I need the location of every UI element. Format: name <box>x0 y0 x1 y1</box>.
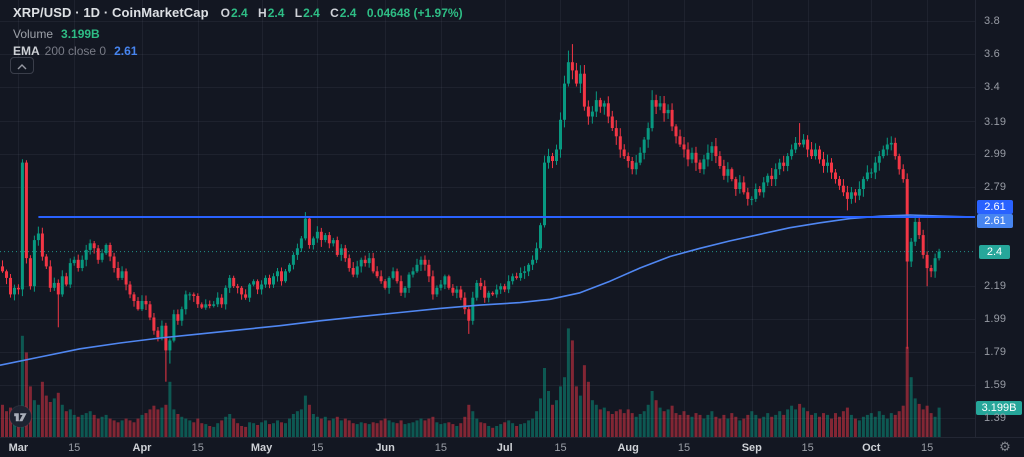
close-value: 2.4 <box>339 6 357 20</box>
tradingview-logo[interactable] <box>9 405 32 428</box>
grid-layer <box>0 0 975 437</box>
volume-layer <box>1 328 941 437</box>
time-tick-month: Mar <box>8 442 29 454</box>
axis-settings-button[interactable]: ⚙ <box>994 439 1016 457</box>
price-tick-label: 2.79 <box>984 181 1007 194</box>
ema-value: 2.61 <box>114 44 138 58</box>
price-tick-label: 3.4 <box>984 80 1000 93</box>
high-value: 2.4 <box>267 6 285 20</box>
time-tick-day: 15 <box>434 442 448 454</box>
time-tick-month: Apr <box>132 442 152 454</box>
close-label: C <box>330 6 339 20</box>
price-tick-label: 3.8 <box>984 15 1000 27</box>
time-tick-day: 15 <box>801 442 814 454</box>
volume-value: 3.199B <box>61 27 100 41</box>
ema-params: 200 close 0 <box>44 44 107 58</box>
price-tick-label: 2.99 <box>984 148 1007 161</box>
volume-legend-row[interactable]: Volume 3.199B <box>13 27 463 42</box>
price-tick-label: 3.19 <box>984 115 1007 128</box>
high-label: H <box>258 6 267 20</box>
low-value: 2.4 <box>303 6 320 20</box>
time-tick-month: Jun <box>375 442 395 454</box>
ema-label: EMA <box>13 44 40 58</box>
price-tick-label: 3.6 <box>984 47 1000 60</box>
open-label: O <box>220 6 231 20</box>
time-tick-day: 15 <box>920 442 934 454</box>
price-tick-label: 1.59 <box>984 379 1007 391</box>
current-volume-badge: 3.199B <box>976 401 1022 415</box>
time-tick-month: Sep <box>741 442 762 454</box>
time-tick-day: 15 <box>191 442 204 454</box>
price-tick-label: 1.99 <box>984 313 1007 326</box>
price-tick-label: 1.79 <box>984 346 1007 358</box>
time-tick-month: May <box>250 442 273 454</box>
ema-legend-row[interactable]: EMA 200 close 0 2.61 <box>13 44 463 59</box>
gear-icon: ⚙ <box>999 440 1011 455</box>
price-tick-label: 1.39 <box>984 411 1007 424</box>
horizontal-line-axis-badge: 2.61 <box>977 213 1013 228</box>
current-price-badge: 2.4 <box>979 245 1010 259</box>
volume-label: Volume <box>13 27 54 41</box>
low-label: L <box>294 6 303 20</box>
open-value: 2.4 <box>231 6 248 20</box>
time-tick-day: 15 <box>68 442 81 454</box>
time-tick-day: 15 <box>311 442 324 454</box>
price-axis[interactable]: 3.8 3.6 3.4 3.19 2.99 2.79 2.19 1.99 1.79 1.59 1.3… <box>975 0 1024 437</box>
ema-line[interactable] <box>0 214 976 366</box>
symbol-title: XRP/USD · 1D · CoinMarketCap <box>13 5 209 20</box>
time-tick-day: 15 <box>554 442 567 454</box>
price-tick-label: 2.19 <box>984 280 1007 293</box>
time-tick-month: Oct <box>862 442 881 454</box>
chevron-up-icon <box>17 58 27 73</box>
time-tick-month: Jul <box>496 442 513 454</box>
ema-axis-badge: 2.61 <box>977 200 1013 214</box>
change-value: 0.04648 (+1.97%) <box>366 6 463 20</box>
time-tick-day: 15 <box>677 442 691 454</box>
symbol-legend-row[interactable]: XRP/USD · 1D · CoinMarketCap O2.4 H2.4 L… <box>13 5 463 24</box>
time-tick-month: Aug <box>617 442 639 454</box>
ohlc-values: O2.4 H2.4 L2.4 C2.4 0.04648 (+1.97%) <box>221 6 463 20</box>
candles-layer <box>1 44 941 382</box>
legend-collapse-button[interactable] <box>10 57 34 74</box>
chart-legend: XRP/USD · 1D · CoinMarketCap O2.4 H2.4 L… <box>13 5 463 59</box>
time-axis[interactable]: ⚙ Mar 15 Apr 15 May 15 Jun 15 Jul 15 Aug 15 Sep 15 Oct… <box>0 437 1024 457</box>
